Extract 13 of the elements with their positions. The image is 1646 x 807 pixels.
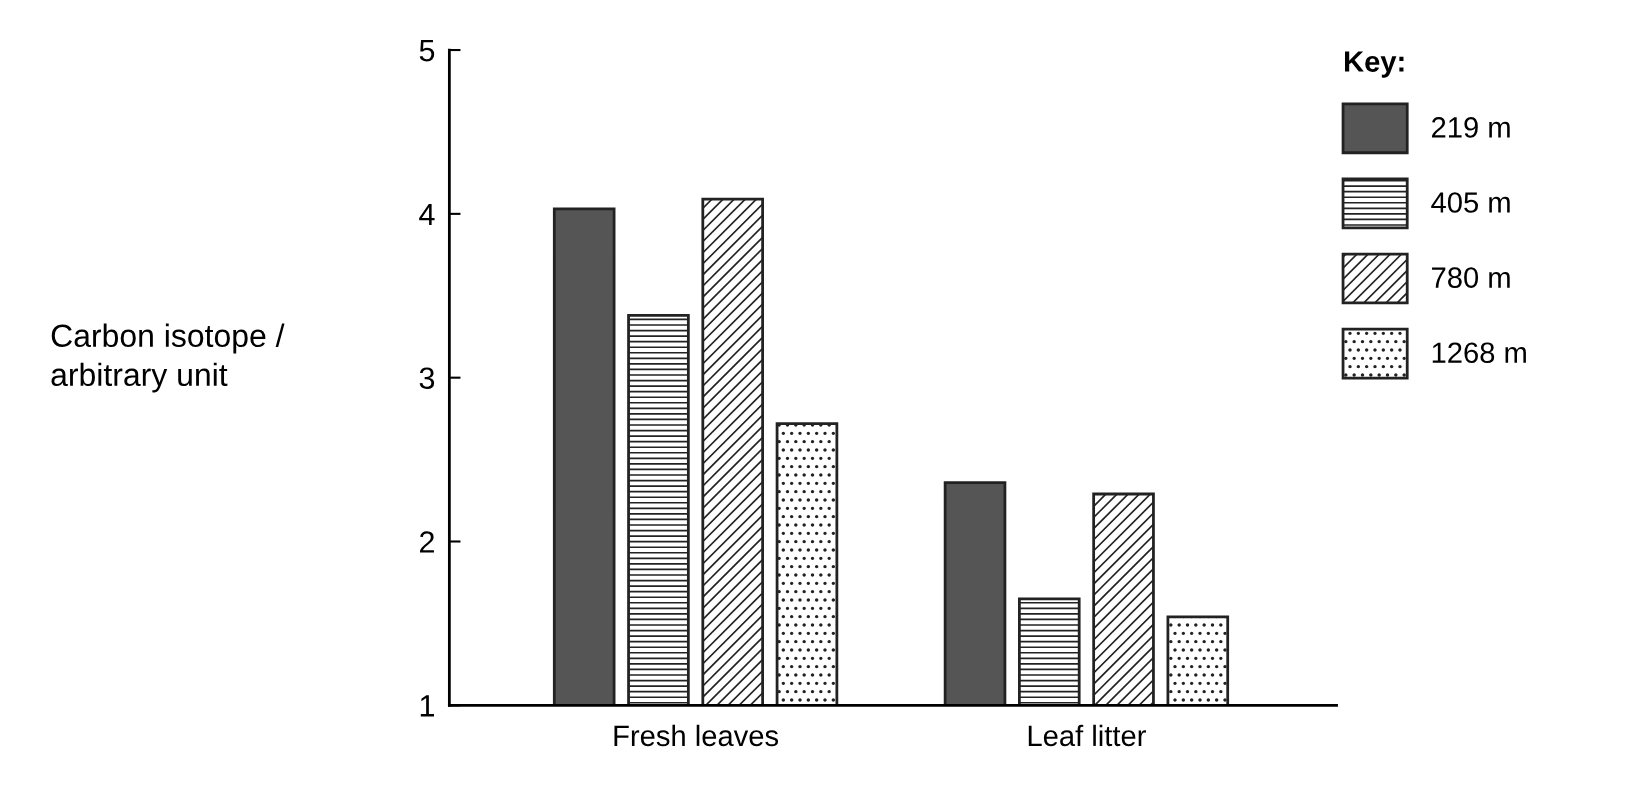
x-tick-label: Fresh leaves bbox=[614, 724, 779, 747]
y-tick-label: 2 bbox=[420, 531, 434, 553]
y-tick-label: 5 bbox=[419, 40, 435, 62]
legend-label: 780 m bbox=[1432, 267, 1510, 288]
legend-label: 405 m bbox=[1431, 192, 1510, 213]
legend-label: 219 m bbox=[1432, 117, 1510, 138]
y-tick-label: 4 bbox=[419, 203, 435, 225]
legend-label: 1268 m bbox=[1432, 342, 1526, 364]
y-tick-label: 3 bbox=[419, 367, 435, 390]
y-axis-title: Carbon isotope / arbitrary unit bbox=[51, 323, 285, 393]
legend-title: Key: bbox=[1345, 51, 1404, 78]
x-tick-label: Leaf litter bbox=[1028, 724, 1146, 747]
y-tick-label: 1 bbox=[420, 695, 434, 717]
